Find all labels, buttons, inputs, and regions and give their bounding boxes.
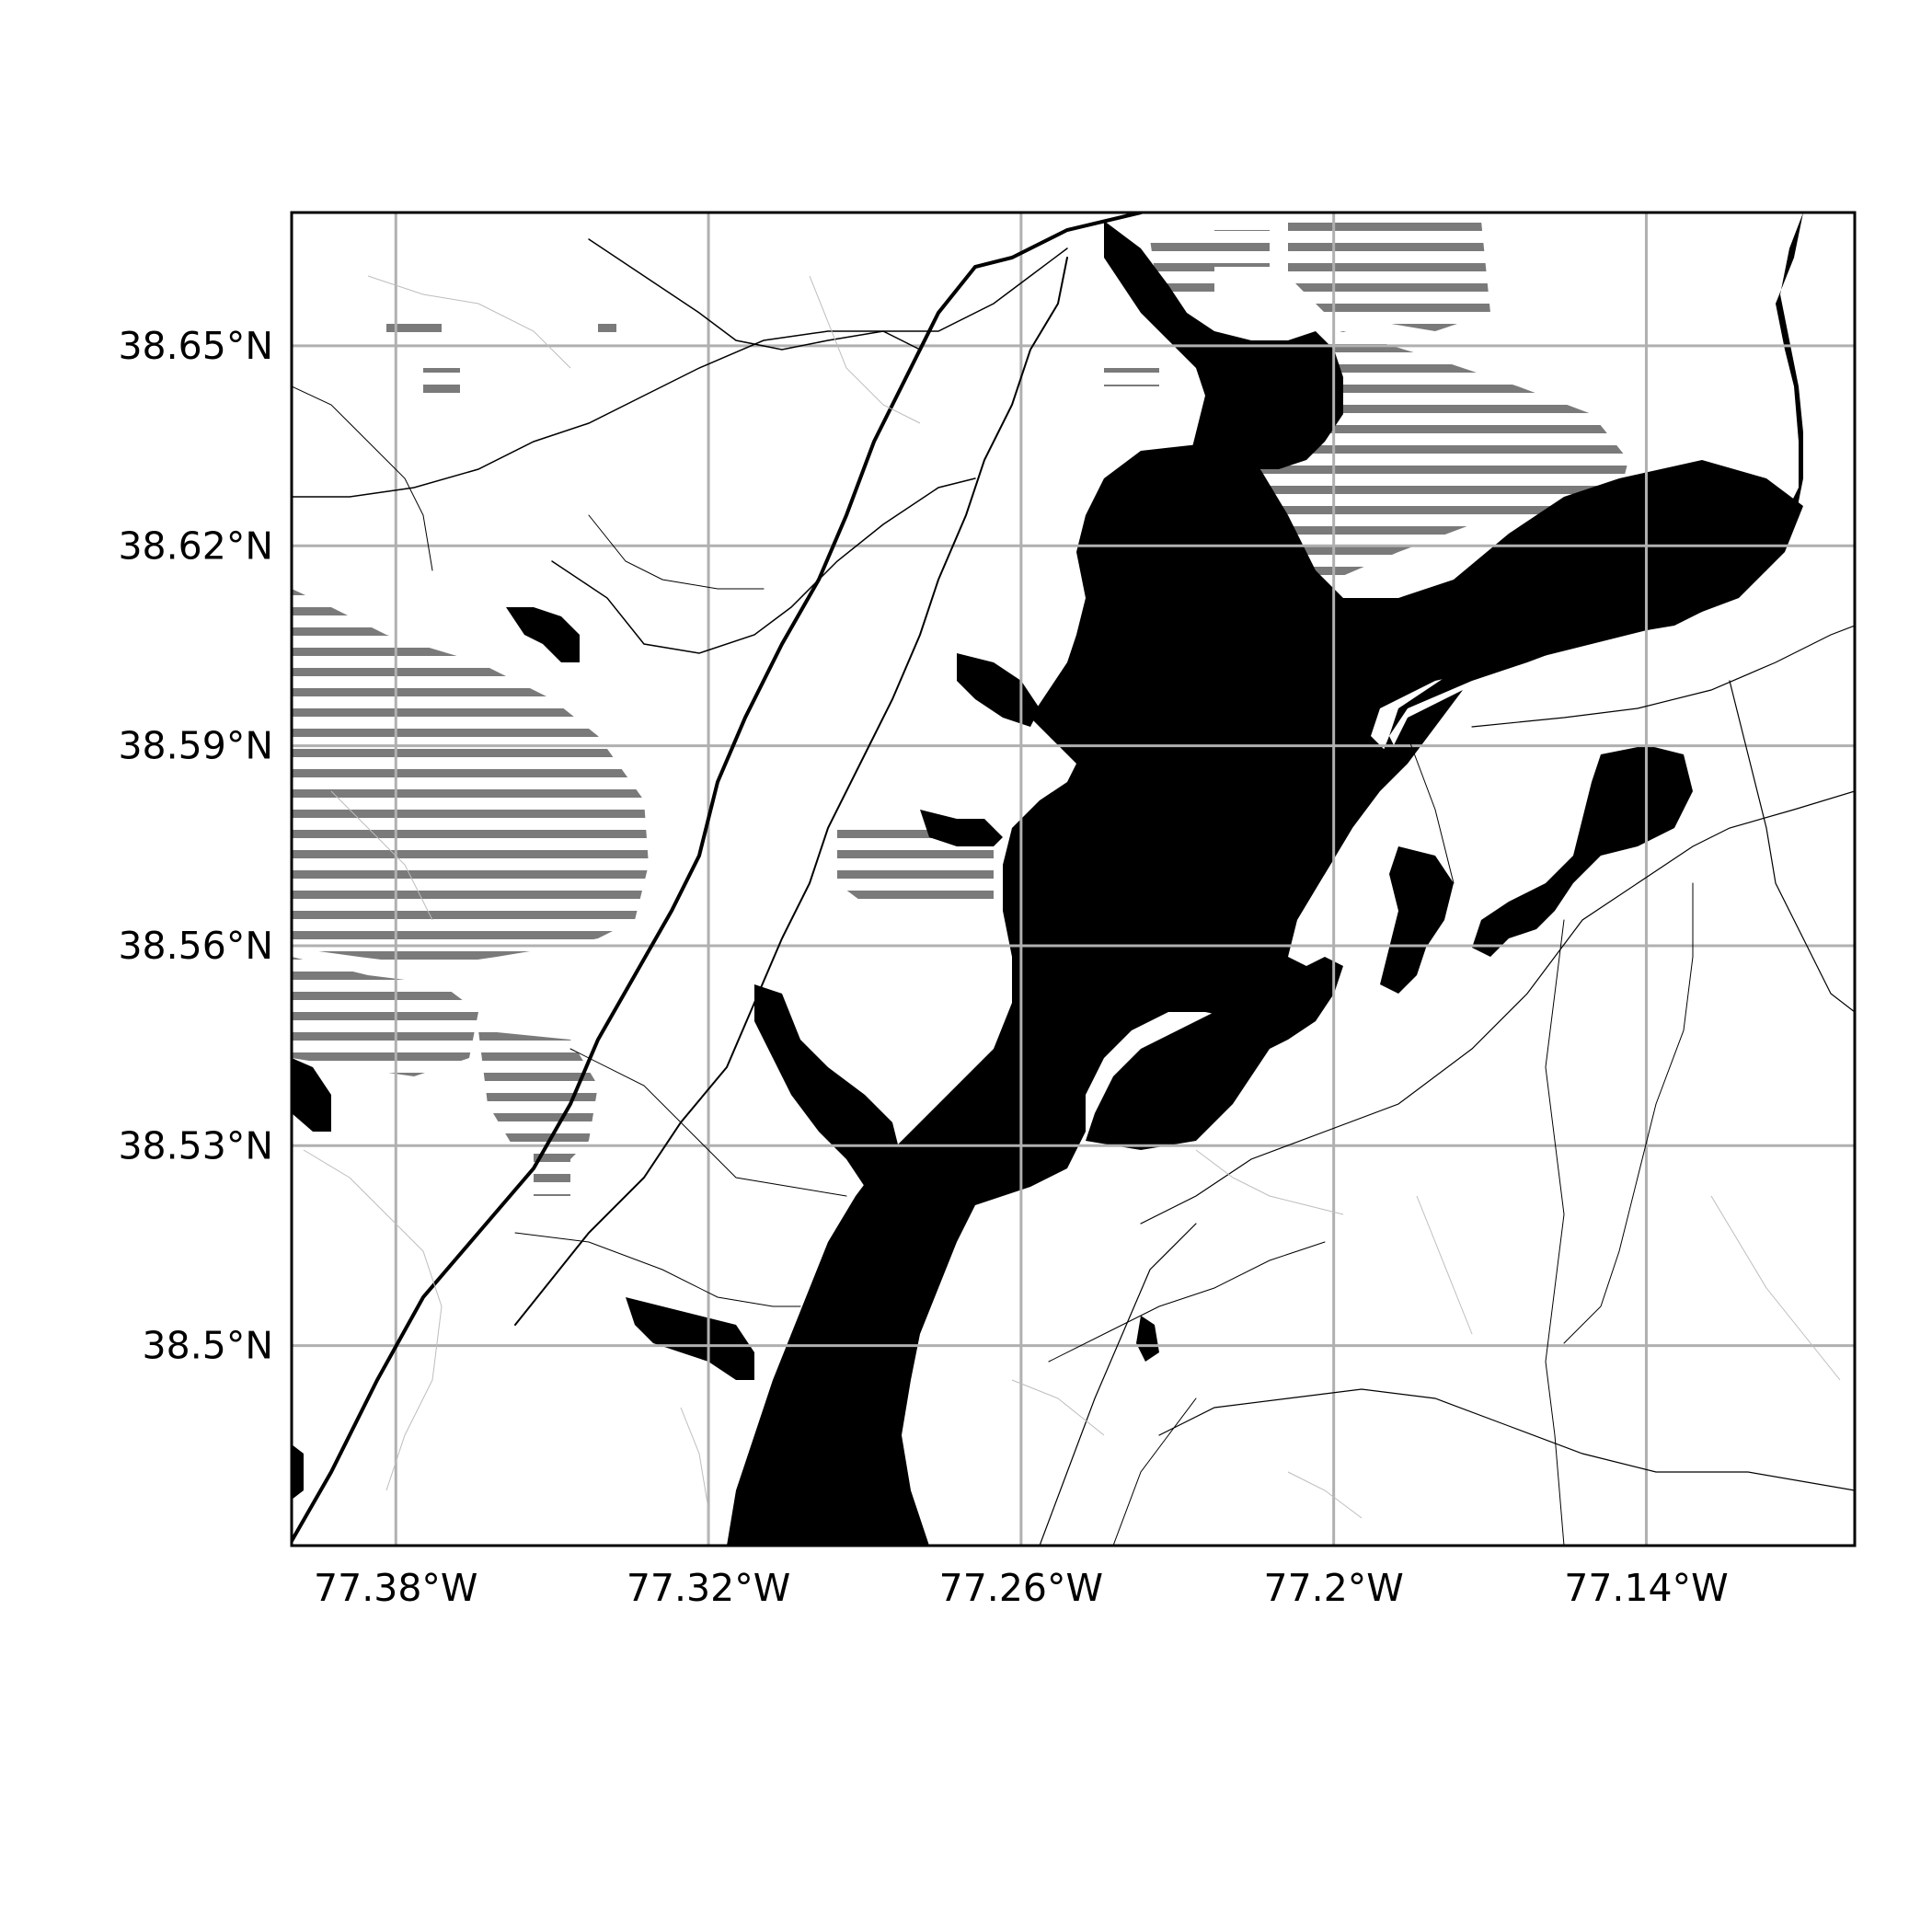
latitude-tick-label: 38.59°N: [118, 724, 273, 768]
creek-west-north: [957, 653, 1040, 727]
road-south-2: [1112, 1397, 1197, 1546]
latitude-tick-label: 38.5°N: [143, 1324, 273, 1368]
creek-south-east-inlet: [1122, 1058, 1196, 1141]
latitude-tick-labels: 38.65°N 38.62°N 38.59°N 38.56°N 38.53°N 38.5°…: [118, 324, 273, 1368]
pond-sw-corner: [292, 1444, 304, 1500]
road-east-3: [1545, 919, 1565, 1546]
road-west-south: [514, 1232, 801, 1307]
creek-west-mid: [920, 810, 1003, 846]
latitude-tick-label: 38.53°N: [118, 1123, 273, 1167]
bay-north: [1104, 221, 1343, 474]
creek-southwest: [626, 1297, 754, 1380]
lake-west: [506, 607, 580, 662]
road-southeast-3: [1158, 1388, 1855, 1491]
map-content: [292, 213, 1855, 1546]
road-west-1: [292, 385, 433, 571]
latitude-tick-label: 38.56°N: [118, 924, 273, 968]
road-east-4: [1563, 882, 1694, 1344]
longitude-tick-label: 77.14°W: [1564, 1566, 1728, 1610]
road-southeast-1: [1140, 790, 1855, 1225]
creek-mid-east: [1380, 846, 1454, 994]
road-east-2: [1729, 680, 1855, 1013]
creek-west-lower: [754, 984, 902, 1196]
water-bodies: [292, 213, 1803, 1546]
longitude-tick-label: 77.38°W: [314, 1566, 477, 1610]
road-east-5: [1407, 735, 1455, 884]
interstate-95: [292, 213, 1143, 1543]
pond-west-edge: [292, 1058, 331, 1132]
protected-areas: [292, 221, 1628, 1196]
road-sw-2: [569, 1048, 847, 1197]
road-southeast-2: [1039, 1223, 1197, 1546]
road-central: [551, 477, 976, 654]
river-main-channel: [727, 442, 1803, 1546]
graticule: [292, 213, 1855, 1546]
road-east-1: [1471, 625, 1855, 728]
plot-frame: [290, 211, 1857, 1547]
potomac-river: [1086, 213, 1803, 1150]
road-south-1: [1048, 1241, 1326, 1363]
longitude-tick-label: 77.32°W: [627, 1566, 790, 1610]
road-northwest: [292, 330, 921, 498]
longitude-tick-label: 77.2°W: [1263, 1566, 1403, 1610]
longitude-tick-label: 77.26°W: [939, 1566, 1103, 1610]
latitude-tick-label: 38.65°N: [118, 324, 273, 368]
creek-east: [1472, 745, 1693, 957]
pond-south-small: [1136, 1316, 1159, 1362]
major-roads: [292, 213, 1855, 1546]
road-west-2: [588, 514, 765, 590]
latitude-tick-label: 38.62°N: [118, 523, 273, 568]
road-north: [588, 238, 1068, 351]
minor-roads: [303, 275, 1841, 1546]
longitude-tick-labels: 77.38°W 77.32°W 77.26°W 77.2°W 77.14°W: [314, 1566, 1729, 1610]
